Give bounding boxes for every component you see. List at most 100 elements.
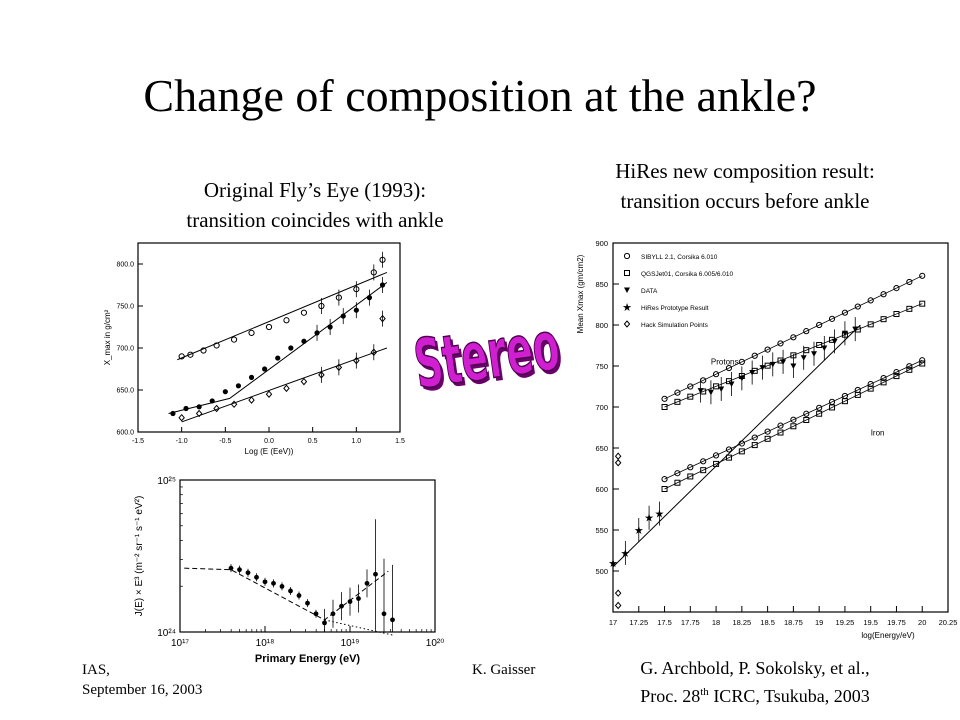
x-tick-label: 10²⁰ — [426, 638, 444, 649]
simulation-point — [777, 340, 784, 347]
x-tick-label: -1.0 — [176, 438, 188, 445]
x-tick-label: 17.5 — [657, 618, 672, 627]
simulation-point — [854, 391, 861, 398]
data-point — [614, 458, 622, 467]
plot-frame — [612, 242, 949, 613]
data-point — [821, 345, 828, 351]
data-point — [738, 375, 745, 382]
legend-label: HiRes Prototype Result — [641, 305, 709, 312]
data-point — [356, 596, 361, 601]
hires-caption-line2: transition occurs before ankle — [620, 189, 870, 213]
data-point — [780, 359, 787, 365]
simulation-point — [661, 486, 668, 492]
data-point — [187, 351, 194, 358]
data-point — [271, 580, 276, 586]
footer-venue: IAS, — [82, 662, 110, 678]
data-point — [339, 603, 344, 609]
data-point — [366, 295, 373, 301]
data-point — [283, 317, 290, 324]
legend-label: QGSJet01, Corsika 6.005/6.010 — [641, 271, 734, 278]
simulation-point — [764, 346, 771, 353]
plot-frame — [179, 479, 436, 633]
data-point — [327, 324, 333, 330]
footer-date: September 16, 2003 — [82, 682, 203, 698]
data-point — [195, 409, 203, 418]
data-point — [275, 355, 281, 361]
y-tick-label: 850 — [595, 280, 608, 289]
data-point — [759, 365, 766, 371]
data-point — [283, 384, 290, 393]
y-tick-label: 600.0 — [116, 430, 134, 437]
simulation-point — [687, 473, 694, 480]
data-point — [248, 396, 255, 404]
simulation-point — [687, 393, 694, 400]
simulation-point — [790, 416, 797, 423]
data-point — [313, 611, 319, 617]
simulation-point — [880, 291, 887, 298]
data-point — [800, 355, 807, 361]
data-point — [330, 611, 336, 617]
simulation-point — [816, 410, 823, 417]
simulation-point — [841, 398, 848, 405]
legend-label: Hack Simulation Points — [641, 322, 709, 329]
data-point: ★ — [608, 558, 618, 570]
data-point — [301, 338, 307, 344]
data-point — [381, 611, 387, 617]
data-point — [262, 579, 268, 585]
data-point — [370, 348, 378, 356]
data-point — [318, 302, 325, 310]
data-point — [718, 386, 725, 392]
simulation-point — [687, 383, 694, 390]
y-tick-label: 650 — [595, 444, 608, 453]
data-point — [300, 377, 308, 386]
x-axis-label: Primary Energy (eV) — [255, 653, 360, 665]
legend-label: DATA — [641, 288, 658, 295]
simulation-point — [674, 479, 681, 486]
simulation-point — [893, 373, 900, 380]
fit-line-dashed — [184, 567, 389, 621]
data-point — [235, 383, 242, 389]
data-point — [340, 313, 346, 319]
fit-line — [181, 347, 388, 423]
simulation-point — [713, 383, 720, 390]
simulation-point — [687, 464, 694, 471]
simulation-point — [700, 467, 707, 474]
stereo-wordart: Stereo Stereo — [409, 305, 567, 407]
reference-line1: G. Archbold, P. Sokolsky, et al., — [640, 658, 870, 678]
data-point — [379, 314, 386, 323]
data-point — [183, 405, 189, 412]
reference-line2: Proc. 28th ICRC, Tsukuba, 2003 — [640, 686, 870, 706]
data-point — [200, 347, 207, 354]
data-point — [614, 601, 622, 610]
flys-eye-caption-line1: Original Fly’s Eye (1993): — [203, 178, 427, 202]
simulation-point — [777, 429, 784, 436]
legend-marker — [623, 320, 631, 328]
data-fit-line — [612, 324, 861, 568]
simulation-point — [867, 385, 874, 392]
x-tick-label: -0.5 — [219, 438, 231, 445]
simulation-point — [751, 352, 758, 359]
data-point — [178, 413, 185, 422]
simulation-point — [725, 446, 733, 453]
data-point — [852, 326, 859, 333]
x-tick-label: 10¹⁹ — [341, 638, 360, 649]
data-point — [707, 389, 714, 396]
simulation-point — [919, 300, 926, 307]
data-point: ★ — [644, 513, 654, 525]
y-tick-label: 800.0 — [116, 262, 134, 269]
data-point — [390, 617, 395, 623]
data-point — [288, 345, 294, 351]
x-axis-label: log(Energy/eV) — [861, 631, 915, 640]
annotation-protons: Protons — [711, 357, 739, 366]
x-tick-label: 18.25 — [732, 618, 751, 627]
x-tick-label: 10¹⁸ — [256, 638, 275, 649]
simulation-point — [919, 360, 926, 367]
data-point — [811, 351, 817, 357]
data-point — [213, 404, 220, 413]
data-point — [230, 400, 238, 409]
data-point — [364, 580, 370, 586]
data-point — [379, 282, 386, 288]
x-tick-label: 1.0 — [351, 438, 361, 445]
data-point — [373, 571, 378, 577]
data-point — [248, 329, 255, 336]
